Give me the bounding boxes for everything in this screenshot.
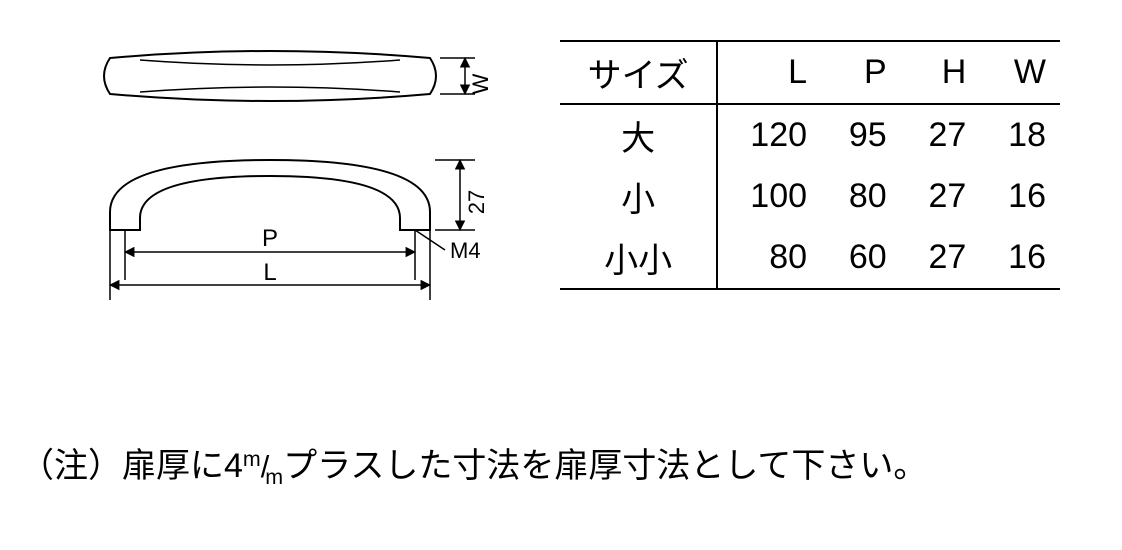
- note-suffix: プラスした寸法を扉厚寸法として下さい。: [283, 447, 927, 485]
- th-w: W: [980, 41, 1060, 104]
- mm-unit: m/m: [243, 450, 283, 484]
- th-h: H: [901, 41, 981, 104]
- top-view: W: [104, 51, 493, 101]
- dim-label-27: 27: [464, 190, 489, 214]
- dim-label-l: L: [263, 259, 276, 286]
- side-view: 27 M4 P L: [110, 160, 489, 300]
- footnote: （注）扉厚に4m/mプラスした寸法を扉厚寸法として下さい。: [20, 438, 927, 490]
- table-row: 小 100 80 27 16: [560, 166, 1060, 227]
- table-header-row: サイズ L P H W: [560, 41, 1060, 104]
- handle-diagram: W 27 M4: [80, 40, 500, 320]
- technical-drawing: W 27 M4: [80, 40, 500, 320]
- dim-label-p: P: [262, 225, 278, 252]
- note-prefix: （注）扉厚に4: [20, 447, 243, 485]
- th-p: P: [821, 41, 901, 104]
- table-row: 大 120 95 27 18: [560, 104, 1060, 166]
- dim-label-m4: M4: [450, 238, 481, 263]
- table-row: 小小 80 60 27 16: [560, 227, 1060, 289]
- dimension-table: サイズ L P H W 大 120 95 27 18 小 100: [560, 40, 1060, 290]
- dimension-table-area: サイズ L P H W 大 120 95 27 18 小 100: [560, 40, 1062, 320]
- dim-label-w: W: [468, 73, 493, 94]
- th-size: サイズ: [560, 41, 717, 104]
- th-l: L: [717, 41, 821, 104]
